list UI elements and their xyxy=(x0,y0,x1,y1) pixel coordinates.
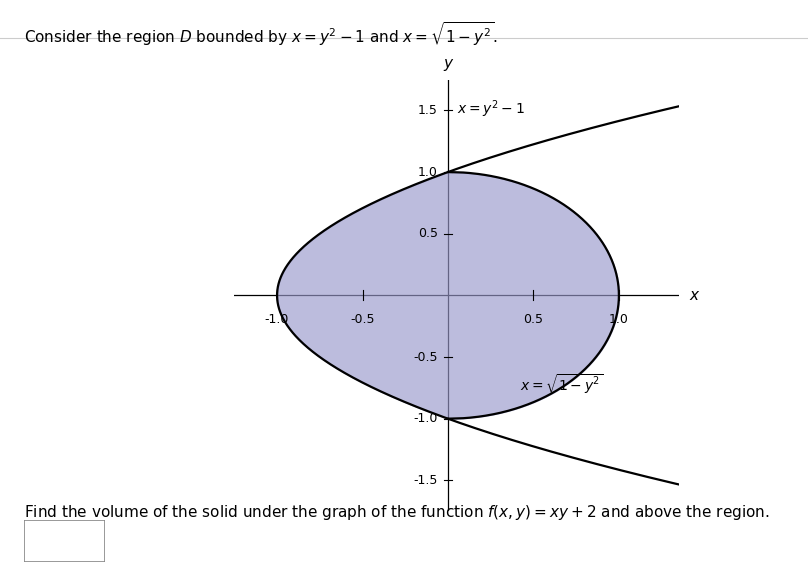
Text: -1.0: -1.0 xyxy=(265,312,289,325)
Text: 1.5: 1.5 xyxy=(418,104,438,117)
Text: -0.5: -0.5 xyxy=(413,350,438,364)
Text: y: y xyxy=(444,56,452,71)
Text: 1.0: 1.0 xyxy=(418,165,438,178)
Text: x: x xyxy=(689,288,698,303)
Text: -0.5: -0.5 xyxy=(350,312,375,325)
Text: $x = y^2 - 1$: $x = y^2 - 1$ xyxy=(457,99,524,120)
Text: 0.5: 0.5 xyxy=(524,312,544,325)
Text: 1.0: 1.0 xyxy=(609,312,629,325)
Text: $x = \sqrt{1 - y^2}$: $x = \sqrt{1 - y^2}$ xyxy=(520,372,603,396)
Text: -1.5: -1.5 xyxy=(414,474,438,487)
Text: 0.5: 0.5 xyxy=(418,227,438,240)
Text: Consider the region $D$ bounded by $x = y^2 - 1$ and $x = \sqrt{1 - y^2}$.: Consider the region $D$ bounded by $x = … xyxy=(24,20,498,48)
Text: -1.0: -1.0 xyxy=(414,412,438,425)
Text: Find the volume of the solid under the graph of the function $f(x, y) = xy + 2$ : Find the volume of the solid under the g… xyxy=(24,503,770,521)
